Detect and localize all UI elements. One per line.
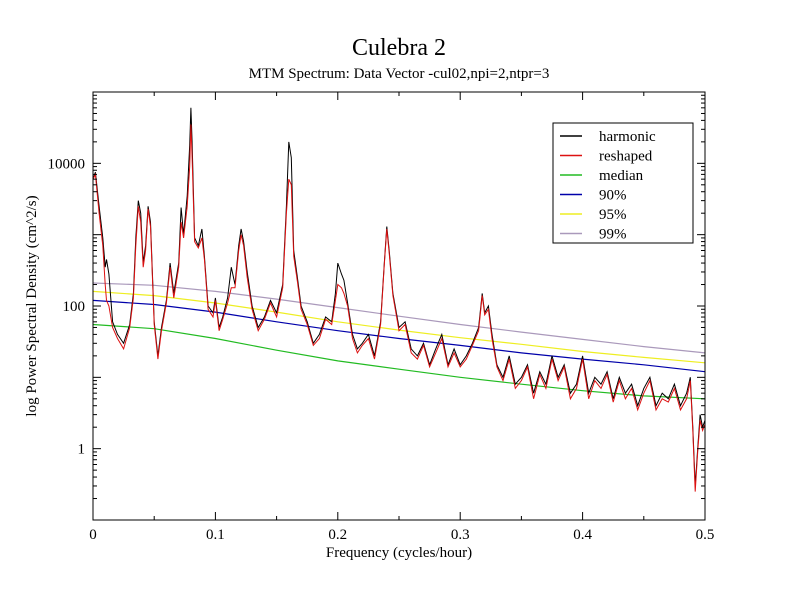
- legend-label-p95: 95%: [599, 207, 627, 223]
- series-reshaped-line: [92, 124, 706, 492]
- x-tick-label: 0.5: [696, 527, 715, 543]
- series-median-line: [92, 323, 706, 400]
- legend: harmonic reshaped median 90% 95% 99%: [552, 122, 694, 244]
- axes-layer: 0 0.1 0.2 0.3 0.4 0.5 1 100 10000: [48, 91, 715, 543]
- y-axis-label: log Power Spectral Density (cm^2/s): [24, 195, 40, 416]
- chart-subtitle: MTM Spectrum: Data Vector -cul02,npi=2,n…: [249, 66, 550, 82]
- legend-items: harmonic reshaped median 90% 95% 99%: [560, 129, 656, 243]
- series-p90-line: [92, 299, 706, 373]
- legend-label-harmonic: harmonic: [599, 129, 656, 145]
- x-tick-label: 0.1: [206, 527, 225, 543]
- y-tick-label: 10000: [48, 156, 86, 172]
- x-tick-label: 0.4: [573, 527, 592, 543]
- y-tick-label: 100: [63, 299, 86, 315]
- chart-title: Culebra 2: [352, 35, 446, 61]
- x-tick-label: 0.3: [451, 527, 470, 543]
- series-p99-line: [92, 282, 706, 354]
- x-tick-label: 0: [89, 527, 97, 543]
- series-layer: [92, 107, 706, 492]
- plot-frame: [92, 91, 706, 521]
- legend-label-p99: 99%: [599, 227, 627, 243]
- legend-box: [552, 122, 694, 244]
- legend-label-reshaped: reshaped: [599, 149, 653, 165]
- x-axis-label: Frequency (cycles/hour): [326, 545, 472, 561]
- legend-label-p90: 90%: [599, 188, 627, 204]
- legend-label-median: median: [599, 168, 644, 184]
- x-tick-label: 0.2: [328, 527, 347, 543]
- y-tick-label: 1: [78, 442, 86, 458]
